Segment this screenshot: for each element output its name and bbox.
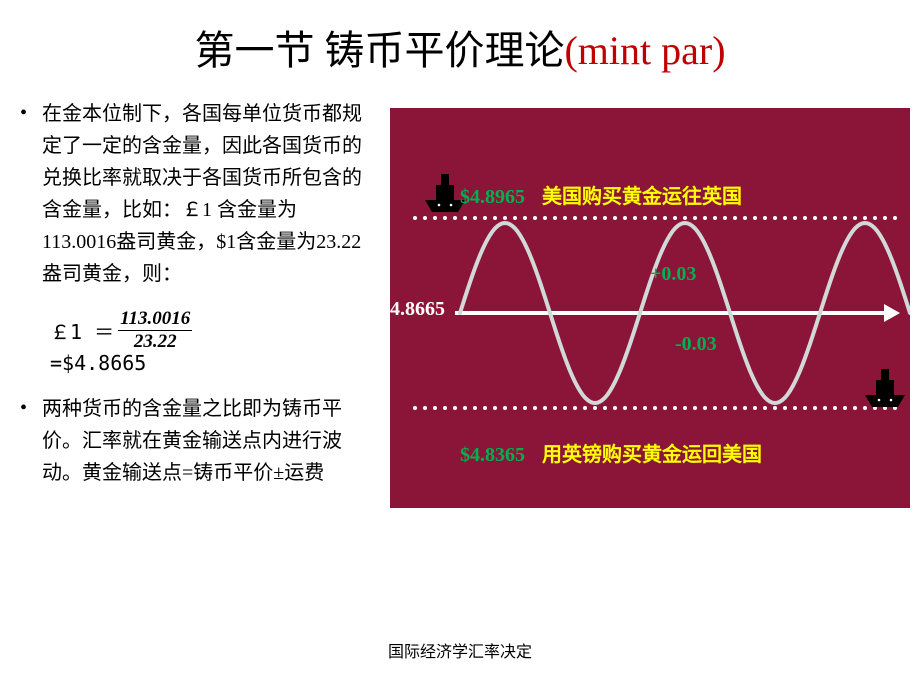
fraction-numerator: 113.0016 bbox=[118, 308, 192, 331]
upper-text: 美国购买黄金运往英国 bbox=[542, 186, 742, 208]
left-column: • 在金本位制下，各国每单位货币都规定了一定的含金量，因此各国货币的兑换比率就取… bbox=[0, 98, 380, 508]
bullet-2-text: 两种货币的含金量之比即为铸币平价。汇率就在黄金输送点内进行波动。黄金输送点=铸币… bbox=[42, 393, 370, 489]
mid-value-label: $4.8665 bbox=[380, 298, 445, 321]
equation-block: ￡1 ＝ 113.0016 23.22 =$4.8665 bbox=[50, 308, 370, 375]
fraction-denominator: 23.22 bbox=[132, 331, 179, 353]
bullet-1: • 在金本位制下，各国每单位货币都规定了一定的含金量，因此各国货币的兑换比率就取… bbox=[20, 98, 370, 290]
upper-value: $4.8965 bbox=[460, 186, 525, 208]
title-chinese: 第一节 铸币平价理论 bbox=[194, 28, 564, 73]
equation-result: =$4.8665 bbox=[50, 351, 370, 375]
upper-bound-label: $4.8965 美国购买黄金运往英国 bbox=[460, 180, 742, 209]
bullet-1-text: 在金本位制下，各国每单位货币都规定了一定的含金量，因此各国货币的兑换比率就取决于… bbox=[42, 98, 370, 290]
equation-lhs: ￡1 ＝ bbox=[50, 316, 114, 345]
gold-points-diagram: $4.8965 美国购买黄金运往英国 $4.8665 +0.03 -0.03 $… bbox=[390, 108, 910, 508]
bullet-marker: • bbox=[20, 393, 42, 489]
equation-row1: ￡1 ＝ 113.0016 23.22 bbox=[50, 308, 370, 353]
title-english: (mint par) bbox=[564, 28, 725, 73]
footer-text: 国际经济学汇率决定 bbox=[0, 638, 920, 662]
content-area: • 在金本位制下，各国每单位货币都规定了一定的含金量，因此各国货币的兑换比率就取… bbox=[0, 98, 920, 508]
lower-text: 用英镑购买黄金运回美国 bbox=[542, 444, 762, 466]
minus-deviation: -0.03 bbox=[675, 333, 717, 356]
equation-fraction: 113.0016 23.22 bbox=[118, 308, 192, 353]
bullet-marker: • bbox=[20, 98, 42, 290]
lower-value: $4.8365 bbox=[460, 444, 525, 466]
plus-deviation: +0.03 bbox=[650, 263, 696, 286]
bullet-2: • 两种货币的含金量之比即为铸币平价。汇率就在黄金输送点内进行波动。黄金输送点=… bbox=[20, 393, 370, 489]
slide-title: 第一节 铸币平价理论(mint par) bbox=[0, 0, 920, 76]
lower-bound-label: $4.8365 用英镑购买黄金运回美国 bbox=[460, 438, 762, 467]
